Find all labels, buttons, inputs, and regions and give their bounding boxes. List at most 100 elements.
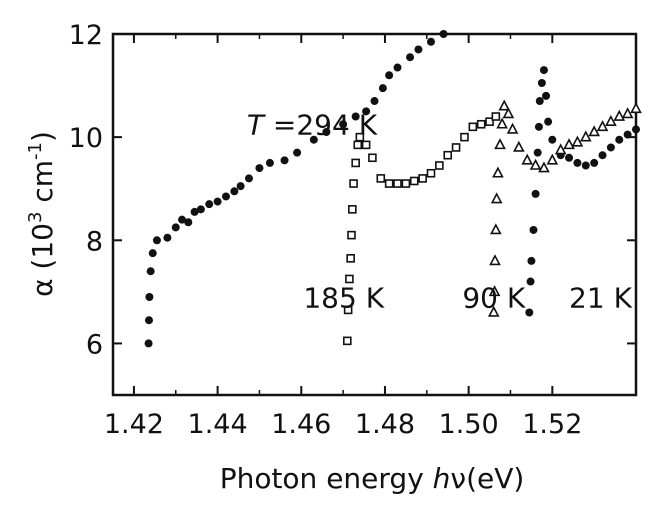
y-tick-label: 6 [86,329,103,360]
data-point [527,256,536,265]
plot-frame [111,32,638,397]
data-point [418,174,427,183]
data-point [533,148,542,157]
data-point [322,127,331,136]
x-tick-label: 1.42 [104,409,164,440]
data-point [236,182,245,191]
data-point [596,120,609,132]
data-point [435,161,444,170]
data-point [502,107,515,119]
data-point [152,236,161,245]
data-point [196,205,205,214]
data-point [144,339,153,348]
data-point [351,112,360,121]
data-point [489,254,501,266]
annotations: T =294 K 185 K 90 K 21 K [247,109,633,315]
data-point [348,205,357,214]
axis-ticks [113,33,636,395]
y-tick-label: 10 [69,123,103,154]
plot-axes [111,32,638,397]
x-tick-label: 1.46 [271,409,331,440]
data-point [521,153,534,165]
data-point [370,97,379,106]
data-point [554,143,567,155]
data-point [606,143,615,152]
data-point [145,293,154,302]
data-point [573,158,582,167]
data-point [534,122,543,131]
series-2 [487,99,642,317]
data-point [355,132,365,142]
data-point [439,30,448,38]
data-point [409,176,419,186]
data-point [230,187,239,196]
data-point [590,158,599,167]
data-point [347,230,356,240]
y-axis-label: α (103 cm-1) [25,131,59,297]
data-point [353,140,363,150]
data-point [539,66,548,75]
data-point [393,63,402,72]
data-point [613,109,626,121]
data-point [506,122,519,134]
data-point [491,112,501,121]
data-point [529,158,542,170]
data-point [513,140,525,152]
data-point [460,132,469,142]
data-point [171,223,180,232]
data-point [213,197,222,206]
data-point [148,249,157,258]
data-point [494,138,506,150]
data-point [490,192,503,204]
data-point [565,153,574,162]
data-point [339,120,348,129]
data-point [385,71,394,80]
data-point [146,267,155,276]
series-1 [343,112,501,346]
data-point [598,151,607,160]
data-point [579,130,592,142]
data-point [542,91,551,100]
data-point [544,117,553,126]
data-point [426,37,435,46]
data-point [588,125,600,137]
data-point [406,53,415,62]
data-point [630,102,642,114]
data-point [343,305,353,315]
series-0 [144,30,640,348]
x-tick-label: 1.44 [188,409,248,440]
annotation-label: T =294 K [247,109,378,142]
data-point [476,119,486,129]
data-point [178,215,187,224]
data-point [414,45,423,54]
data-point [496,117,508,129]
data-point [255,164,264,173]
data-point [221,192,230,201]
annotation-label: 21 K [569,281,633,314]
data-point [605,114,617,126]
data-point [488,285,501,297]
x-tick-label: 1.50 [439,409,499,440]
data-point [546,153,559,165]
data-marks [144,30,642,348]
x-axis-label: Photon energy hν(eV) [220,462,525,495]
data-point [361,140,371,150]
annotation-label: 185 K [303,281,384,314]
data-point [244,174,253,183]
data-point [632,125,640,134]
data-point [531,189,540,198]
data-point [526,277,535,286]
data-point [468,122,478,132]
data-point [345,274,354,284]
axis-tick-labels: 1.42 1.44 1.46 1.48 1.50 1.52 6 8 10 12 [69,20,583,440]
data-point [351,158,360,168]
data-point [615,135,624,144]
data-point [265,158,274,167]
x-tick-label: 1.48 [355,409,415,440]
data-point [535,97,544,106]
y-tick-label: 8 [86,226,103,257]
data-point [346,254,355,263]
data-point [309,135,318,144]
data-point [384,179,394,188]
data-point [368,153,377,163]
